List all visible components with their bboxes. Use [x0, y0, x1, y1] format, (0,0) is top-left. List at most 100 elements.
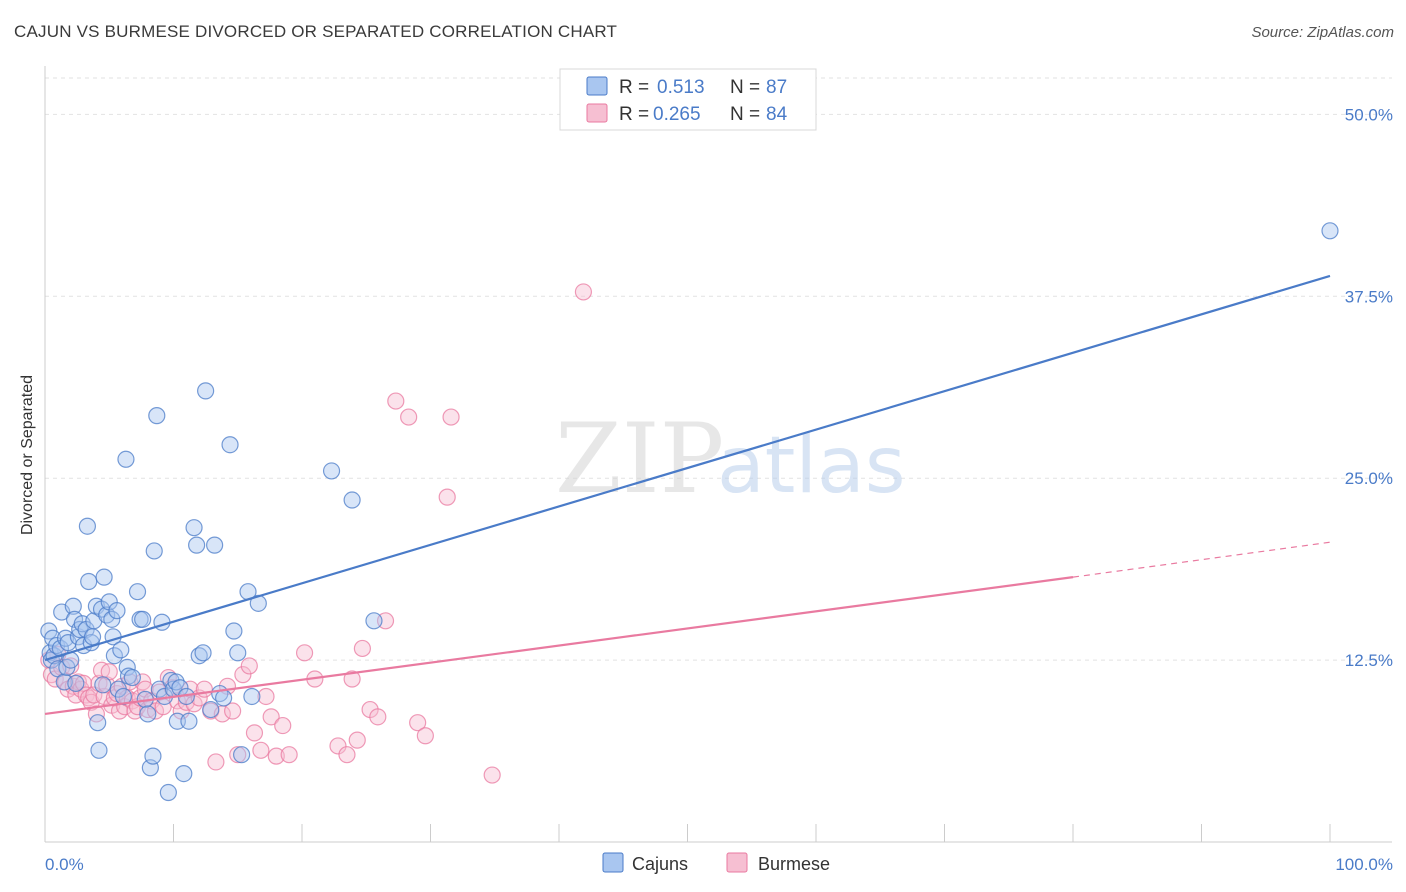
tick-labels: 12.5% 25.0% 37.5% 50.0% 0.0% 100.0%: [45, 105, 1393, 874]
burmese-point: [574, 283, 593, 301]
burmese-point: [195, 680, 213, 698]
y-tick-label: 50.0%: [1345, 105, 1393, 124]
cajuns-point: [103, 610, 121, 628]
burmese-point: [438, 488, 456, 506]
cajuns-point: [322, 462, 341, 480]
burmese-point: [329, 737, 347, 755]
cajuns-point: [243, 687, 261, 706]
correlation-legend: R = 0.513 N = 87 R = 0.265 N = 84: [559, 68, 817, 131]
bottom-legend-label-cajuns: Cajuns: [632, 854, 688, 874]
cajuns-point: [134, 610, 152, 628]
axes: [44, 66, 1392, 843]
trend-lines: [44, 274, 1331, 716]
burmese-point: [267, 747, 285, 765]
cajuns-point: [197, 382, 215, 400]
cajuns-point: [105, 647, 123, 665]
burmese-point: [240, 657, 258, 675]
y-tick-label: 12.5%: [1345, 651, 1393, 670]
burmese-point: [280, 746, 298, 764]
cajuns-point: [188, 536, 206, 554]
burmese-point: [207, 753, 225, 771]
watermark-atlas: atlas: [717, 421, 906, 511]
burmese-point: [348, 731, 366, 749]
cajuns-point: [145, 542, 163, 560]
burmese-point: [409, 714, 427, 732]
source-label: Source: ZipAtlas.com: [1251, 24, 1394, 41]
legend-n-label-burmese: N =: [730, 104, 760, 125]
cajuns-point: [108, 602, 126, 620]
burmese-trend-line: [44, 576, 1074, 716]
bottom-legend-swatch-cajuns: [602, 852, 624, 873]
burmese-point: [369, 708, 387, 726]
burmese-point: [416, 727, 434, 745]
gridlines: [45, 77, 1392, 661]
cajuns-point: [123, 668, 141, 687]
cajuns-point: [144, 747, 162, 765]
legend-r-label-cajuns: R =: [619, 77, 649, 98]
cajuns-point: [225, 622, 243, 640]
cajuns-point: [90, 741, 108, 759]
cajuns-point: [118, 658, 136, 676]
cajuns-point: [78, 517, 97, 535]
burmese-series: [40, 283, 593, 784]
legend-n-value-burmese: 84: [766, 104, 788, 125]
burmese-point: [353, 639, 371, 658]
burmese-point: [338, 746, 356, 764]
cajuns-point: [185, 519, 203, 537]
burmese-point: [257, 687, 275, 706]
burmese-point: [274, 716, 292, 735]
legend-n-value-cajuns: 87: [766, 77, 787, 98]
burmese-point: [87, 705, 106, 723]
cajuns-point: [83, 628, 102, 646]
legend-swatch-burmese: [586, 103, 608, 123]
cajuns-point: [194, 644, 212, 662]
burmese-point: [245, 724, 264, 742]
cajuns-point: [159, 783, 177, 802]
series-legend: Cajuns Burmese: [602, 852, 830, 874]
cajuns-point: [365, 612, 383, 630]
cajuns-point: [221, 436, 239, 454]
burmese-point: [224, 702, 242, 720]
watermark-zip: ZIP: [555, 403, 724, 515]
cajuns-point: [112, 641, 130, 659]
cajuns-point: [229, 644, 247, 662]
burmese-point: [442, 408, 460, 426]
chart-title: CAJUN VS BURMESE DIVORCED OR SEPARATED C…: [14, 22, 618, 41]
legend-r-value-burmese: 0.265: [653, 104, 701, 125]
cajuns-point: [80, 572, 98, 591]
cajuns-point: [215, 689, 233, 707]
cajuns-point: [148, 407, 166, 425]
legend-n-label-cajuns: N =: [730, 77, 760, 98]
x-tick-label-min: 0.0%: [45, 855, 84, 874]
burmese-point: [262, 708, 280, 726]
cajuns-point: [117, 450, 135, 468]
bottom-legend-swatch-burmese: [726, 852, 748, 873]
burmese-point: [252, 741, 270, 759]
burmese-point: [483, 766, 501, 784]
cajuns-point: [139, 705, 157, 723]
cajuns-point: [64, 597, 82, 615]
cajuns-point: [343, 491, 361, 509]
cajuns-point: [89, 714, 107, 732]
legend-r-label-burmese: R =: [619, 104, 649, 125]
cajuns-point: [95, 568, 113, 586]
burmese-point: [400, 408, 418, 426]
cajuns-point: [1321, 222, 1339, 240]
watermark: ZIP atlas: [555, 403, 906, 515]
cajuns-point: [128, 583, 147, 601]
cajuns-point: [206, 536, 224, 554]
cajuns-point: [175, 765, 193, 783]
cajuns-point: [202, 700, 220, 719]
cajuns-point: [180, 712, 198, 730]
cajuns-series: [40, 222, 1339, 802]
cajuns-point: [94, 676, 112, 694]
bottom-legend-label-burmese: Burmese: [758, 854, 830, 874]
burmese-point: [295, 644, 314, 662]
cajuns-point: [233, 746, 251, 764]
y-tick-label: 37.5%: [1345, 287, 1393, 306]
burmese-trend-extension: [1072, 541, 1331, 578]
cajuns-trend-line: [44, 274, 1331, 662]
y-tick-label: 25.0%: [1345, 469, 1393, 488]
burmese-point: [234, 666, 252, 684]
